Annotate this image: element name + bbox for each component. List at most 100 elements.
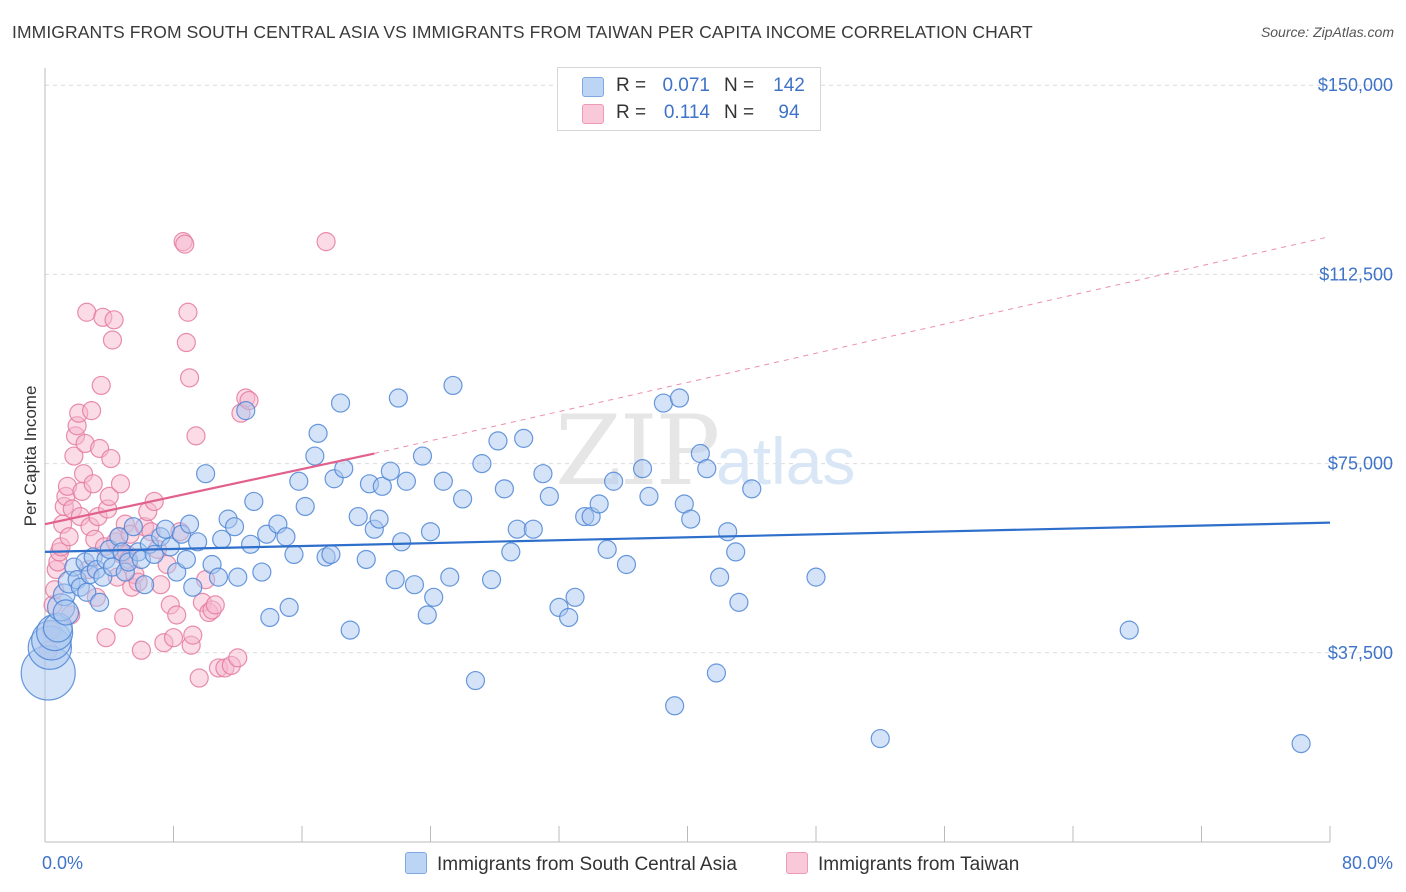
south-central-asia-point bbox=[167, 562, 187, 582]
south-central-asia-point bbox=[533, 464, 553, 484]
y-tick-label: $112,500 bbox=[1319, 264, 1393, 284]
y-axis-label: Per Capita Income bbox=[21, 386, 40, 527]
south-central-asia-point bbox=[412, 446, 433, 466]
taiwan-point bbox=[102, 330, 123, 350]
south-central-asia-point bbox=[742, 479, 762, 499]
y-tick-labels: $37,500 $75,000 $112,500 $150,000 bbox=[1318, 75, 1393, 663]
south-central-asia-point bbox=[1291, 734, 1311, 754]
taiwan-point bbox=[104, 310, 124, 330]
south-central-asia-point bbox=[90, 592, 110, 612]
south-central-asia-point bbox=[424, 587, 444, 607]
south-central-asia-point bbox=[488, 431, 508, 451]
taiwan-point bbox=[131, 640, 151, 660]
south-central-asia-point bbox=[179, 514, 200, 534]
south-central-asia-point bbox=[260, 607, 280, 628]
taiwan-point bbox=[176, 332, 196, 353]
south-central-asia-point bbox=[729, 592, 749, 612]
correlation-legend: R = 0.071 N = 142 R = 0.114 N = 94 bbox=[557, 67, 821, 131]
taiwan-point bbox=[114, 607, 134, 628]
south-central-asia-point bbox=[718, 522, 738, 542]
south-central-asia-point bbox=[681, 509, 701, 529]
taiwan-point bbox=[101, 448, 121, 469]
south-central-asia-point bbox=[348, 506, 368, 527]
south-central-asia-point bbox=[289, 471, 309, 491]
south-central-asia-point bbox=[565, 587, 585, 607]
south-central-asia-point bbox=[305, 446, 325, 466]
south-central-asia-point bbox=[340, 620, 360, 640]
y-tick-label: $37,500 bbox=[1328, 643, 1393, 663]
south-central-asia-point bbox=[440, 567, 460, 587]
south-central-asia-point bbox=[134, 575, 155, 595]
south-central-asia-point bbox=[669, 388, 690, 408]
x-tick-label-min: 0.0% bbox=[42, 853, 83, 873]
legend-n-label: N = bbox=[724, 102, 755, 123]
south-central-asia-point bbox=[433, 471, 453, 491]
south-central-asia-point bbox=[806, 567, 826, 587]
south-central-asia-point bbox=[228, 567, 248, 587]
taiwan-point bbox=[110, 474, 131, 494]
south-central-asia-point bbox=[481, 570, 502, 590]
trend-lines bbox=[44, 236, 1331, 554]
south-central-asia-point bbox=[369, 509, 389, 529]
south-central-asia-point bbox=[706, 663, 727, 683]
bottom-legend-swatch-pink bbox=[786, 852, 808, 874]
south-central-asia-point bbox=[380, 461, 400, 481]
taiwan-point bbox=[96, 628, 116, 648]
taiwan-point bbox=[81, 401, 102, 421]
south-central-asia-point bbox=[420, 522, 441, 542]
south-central-asia-point bbox=[870, 728, 890, 749]
south-central-asia-point bbox=[665, 696, 685, 716]
legend-swatch-pink bbox=[582, 104, 604, 124]
legend-n-value: 94 bbox=[778, 102, 800, 123]
south-central-asia-point bbox=[244, 491, 264, 512]
legend-r-label: R = bbox=[616, 102, 647, 123]
south-central-asia-point bbox=[388, 388, 408, 408]
x-tick-labels: 0.0% 80.0% bbox=[42, 853, 1393, 873]
taiwan-point bbox=[205, 595, 225, 615]
taiwan-point bbox=[179, 368, 200, 388]
south-central-asia-point bbox=[183, 577, 203, 597]
taiwan-point bbox=[77, 302, 97, 322]
south-central-asia-point bbox=[1119, 620, 1139, 640]
trend-line-taiwan-extension bbox=[374, 236, 1331, 455]
south-central-asia-point bbox=[559, 607, 579, 628]
south-central-asia-point bbox=[494, 479, 514, 499]
south-central-asia-point bbox=[443, 375, 463, 396]
taiwan-point bbox=[91, 375, 111, 396]
south-central-asia-point bbox=[330, 393, 351, 413]
taiwan-point bbox=[59, 527, 79, 547]
south-central-asia-point bbox=[539, 486, 559, 507]
source-label: Source: ZipAtlas.com bbox=[1260, 24, 1394, 40]
south-central-asia-point bbox=[155, 519, 176, 539]
legend-r-value: 0.071 bbox=[662, 75, 710, 96]
south-central-asia-point bbox=[236, 401, 256, 421]
south-central-asia-point bbox=[276, 527, 296, 547]
legend-n-value: 142 bbox=[773, 75, 805, 96]
south-central-asia-point bbox=[501, 542, 521, 562]
south-central-asia-point bbox=[507, 519, 527, 539]
south-central-asia-point bbox=[356, 549, 376, 570]
taiwan-point bbox=[316, 232, 336, 252]
south-central-asia-point bbox=[417, 605, 437, 625]
trend-line-taiwan bbox=[44, 452, 375, 526]
south-central-asia-point bbox=[224, 517, 245, 537]
south-central-asia-point bbox=[391, 532, 412, 552]
bottom-legend-swatch-blue bbox=[405, 852, 427, 874]
south-central-asia-point bbox=[404, 575, 425, 595]
south-central-asia-point bbox=[514, 428, 534, 448]
south-central-asia-point bbox=[144, 544, 164, 565]
south-central-asia-point bbox=[321, 544, 341, 565]
bottom-legend-taiwan: Immigrants from Taiwan bbox=[786, 852, 1019, 876]
legend-row-south-central-asia: R = 0.071 N = 142 bbox=[558, 74, 820, 100]
south-central-asia-point bbox=[726, 542, 746, 562]
taiwan-point bbox=[183, 625, 203, 645]
south-central-asia-point bbox=[252, 562, 272, 582]
south-central-asia-point bbox=[295, 496, 315, 517]
south-central-asia-point bbox=[208, 567, 229, 587]
bottom-legend-label: Immigrants from Taiwan bbox=[818, 854, 1020, 875]
taiwan-point bbox=[228, 648, 248, 668]
south-central-asia-point bbox=[160, 537, 180, 557]
y-tick-label: $75,000 bbox=[1328, 454, 1393, 474]
south-central-asia-point bbox=[52, 599, 80, 626]
series-taiwan-points bbox=[38, 232, 336, 688]
